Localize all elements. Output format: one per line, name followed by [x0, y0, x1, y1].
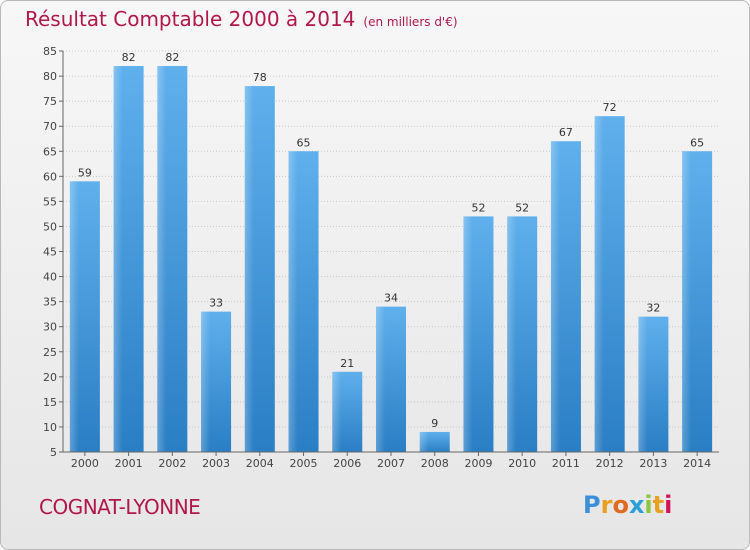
bars: 59 82 82 33 78 65 21 34 9 52 52 67 72 32 65	[69, 51, 713, 453]
data-label: 67	[559, 126, 573, 139]
y-tick-label: 40	[43, 271, 57, 284]
logo-letter: i	[644, 491, 653, 519]
y-tick-label: 20	[43, 371, 57, 384]
bar-highlight	[594, 116, 625, 452]
x-tick-label: 2001	[115, 457, 143, 470]
data-label: 33	[209, 297, 223, 310]
bar-highlight	[288, 151, 319, 452]
logo-letter: x	[628, 491, 645, 519]
x-tick-label: 2003	[202, 457, 230, 470]
x-tick-label: 2010	[508, 457, 536, 470]
y-tick-label: 55	[43, 195, 57, 208]
y-tick-label: 75	[43, 95, 57, 108]
data-label: 82	[122, 51, 136, 64]
place-name: COGNAT-LYONNE	[39, 495, 201, 519]
logo-letter: P	[583, 491, 601, 519]
y-tick-label: 50	[43, 220, 57, 233]
bar-highlight	[332, 371, 363, 452]
bar-highlight	[682, 151, 713, 452]
bar-highlight	[550, 141, 581, 452]
logo-letter: o	[612, 491, 629, 519]
x-tick-label: 2005	[290, 457, 318, 470]
x-tick-label: 2007	[377, 457, 405, 470]
bar-highlight	[157, 66, 188, 452]
data-label: 9	[431, 417, 438, 430]
y-tick-label: 35	[43, 296, 57, 309]
y-tick-label: 10	[43, 421, 57, 434]
x-tick-label: 2014	[683, 457, 711, 470]
y-tick-label: 30	[43, 321, 57, 334]
data-label: 32	[646, 302, 660, 315]
title-text: Résultat Comptable 2000 à 2014	[25, 7, 356, 31]
logo-letter: i	[664, 491, 673, 519]
bar-highlight	[507, 216, 538, 452]
y-tick-label: 65	[43, 145, 57, 158]
data-label: 82	[165, 51, 179, 64]
logo-letter: t	[652, 491, 665, 519]
data-label: 65	[690, 136, 704, 149]
x-tick-label: 2013	[639, 457, 667, 470]
y-axis: 5 10 15 20 25 30 35 40 45 50 55 60 65 70 75 80 85	[43, 45, 64, 459]
y-tick-label: 60	[43, 170, 57, 183]
x-tick-label: 2006	[333, 457, 361, 470]
bar-highlight	[201, 311, 232, 452]
x-axis: 2000 2001 2002 2003 2004 2005 2006 2007 2008 2009…	[63, 451, 719, 470]
unit-label: (en milliers d'€)	[363, 15, 458, 29]
bar-highlight	[113, 66, 144, 452]
data-label: 65	[297, 136, 311, 149]
data-label: 34	[384, 292, 398, 305]
data-label: 72	[603, 101, 617, 114]
chart-title: Résultat Comptable 2000 à 2014 (en millie…	[25, 7, 458, 31]
bar-highlight	[463, 216, 494, 452]
bar-highlight	[376, 306, 406, 452]
y-tick-label: 85	[43, 45, 57, 58]
x-tick-label: 2009	[464, 457, 492, 470]
bar-highlight	[69, 181, 100, 452]
bar-highlight	[638, 316, 669, 452]
data-label: 52	[471, 201, 485, 214]
x-tick-label: 2012	[596, 457, 624, 470]
data-label: 52	[515, 201, 529, 214]
y-tick-label: 5	[50, 446, 57, 459]
y-tick-label: 15	[43, 396, 57, 409]
x-tick-label: 2000	[71, 457, 99, 470]
data-label: 21	[340, 357, 354, 370]
x-tick-label: 2002	[158, 457, 186, 470]
bar-highlight	[419, 431, 450, 452]
data-label: 78	[253, 71, 267, 84]
x-tick-label: 2004	[246, 457, 274, 470]
logo-letter: r	[600, 491, 613, 519]
x-tick-label: 2011	[552, 457, 580, 470]
x-tick-label: 2008	[421, 457, 449, 470]
proxiti-logo: Proxiti	[583, 491, 672, 519]
y-tick-label: 45	[43, 246, 57, 259]
bar-highlight	[244, 86, 275, 453]
data-label: 59	[78, 166, 92, 179]
y-tick-label: 80	[43, 70, 57, 83]
y-tick-label: 25	[43, 346, 57, 359]
y-tick-label: 70	[43, 120, 57, 133]
